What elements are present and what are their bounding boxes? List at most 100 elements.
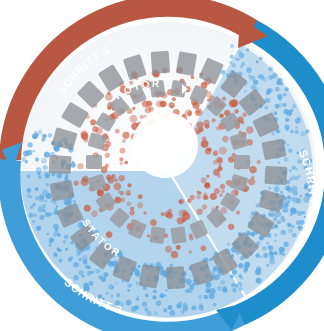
particle xyxy=(303,215,307,219)
particle xyxy=(179,301,182,304)
particle xyxy=(132,106,136,111)
particle xyxy=(136,297,140,301)
particle xyxy=(108,284,114,290)
particle xyxy=(222,135,229,143)
particle xyxy=(139,114,144,120)
particle xyxy=(127,192,131,196)
particle xyxy=(70,241,74,245)
particle xyxy=(88,270,93,275)
particle xyxy=(294,125,299,129)
particle xyxy=(255,60,259,64)
particle xyxy=(23,150,30,157)
particle xyxy=(39,194,45,200)
particle xyxy=(190,75,195,79)
particle xyxy=(170,250,179,259)
particle xyxy=(171,97,176,102)
particle xyxy=(167,208,173,214)
particle xyxy=(205,281,212,288)
particle xyxy=(55,205,59,208)
particle xyxy=(272,212,276,216)
particle xyxy=(220,279,226,285)
particle xyxy=(208,293,215,300)
particle xyxy=(32,149,35,153)
rotor-pointer-icon xyxy=(182,84,188,94)
particle xyxy=(284,117,290,123)
particle xyxy=(189,194,195,201)
particle xyxy=(220,69,226,75)
particle xyxy=(190,286,194,290)
particle xyxy=(275,129,281,134)
particle xyxy=(53,223,59,230)
particle xyxy=(231,283,235,287)
particle xyxy=(203,119,210,127)
particle xyxy=(65,247,68,251)
particle xyxy=(291,224,295,229)
step-2-arc xyxy=(235,20,324,326)
particle xyxy=(78,270,84,276)
particle xyxy=(184,289,189,294)
particle xyxy=(137,264,141,268)
particle xyxy=(261,245,267,251)
particle xyxy=(165,289,168,292)
particle xyxy=(213,168,220,176)
particle xyxy=(42,133,47,139)
particle xyxy=(48,240,53,244)
particle xyxy=(143,211,147,215)
rotor-segment xyxy=(87,132,107,150)
particle xyxy=(268,66,273,72)
particle xyxy=(291,165,297,171)
particle xyxy=(119,161,124,166)
particle xyxy=(283,93,287,97)
particle xyxy=(187,198,192,204)
particle xyxy=(243,89,247,93)
particle xyxy=(260,255,263,259)
particle xyxy=(283,209,286,213)
particle xyxy=(26,174,31,179)
coil-segment xyxy=(49,180,75,202)
particle xyxy=(83,285,90,292)
rotor-segment xyxy=(128,85,147,105)
particle xyxy=(275,211,282,218)
particle xyxy=(33,135,37,139)
particle xyxy=(280,229,287,236)
particle xyxy=(200,177,207,184)
particle xyxy=(185,278,192,285)
particle xyxy=(42,204,47,209)
particle xyxy=(83,204,91,212)
particle xyxy=(113,182,122,191)
particle xyxy=(278,102,283,108)
particle xyxy=(230,44,235,48)
particle xyxy=(168,102,175,109)
particle xyxy=(284,87,289,92)
particle xyxy=(252,79,259,86)
particle xyxy=(297,174,301,178)
particle xyxy=(200,81,208,89)
particle xyxy=(274,224,278,229)
rotor-segment xyxy=(229,174,249,192)
particle xyxy=(54,207,58,211)
particle xyxy=(297,159,302,164)
particle xyxy=(239,256,245,261)
particle xyxy=(238,274,242,278)
particle xyxy=(287,223,292,227)
particle xyxy=(67,201,72,205)
particle xyxy=(303,165,308,170)
particle xyxy=(216,285,223,292)
particle xyxy=(198,305,204,311)
particle xyxy=(127,289,130,292)
particle xyxy=(182,209,188,216)
particle xyxy=(231,189,239,197)
particle xyxy=(274,103,280,109)
particle xyxy=(233,190,239,196)
particle xyxy=(77,163,84,170)
particle xyxy=(300,148,306,154)
rotor-segment xyxy=(170,226,187,244)
particle xyxy=(141,82,148,89)
particle xyxy=(38,175,41,179)
rotor-segment xyxy=(220,112,241,132)
particle xyxy=(291,185,298,192)
particle xyxy=(212,150,219,156)
particle xyxy=(130,306,137,312)
rotor-segment xyxy=(86,155,102,169)
particle xyxy=(295,198,302,204)
